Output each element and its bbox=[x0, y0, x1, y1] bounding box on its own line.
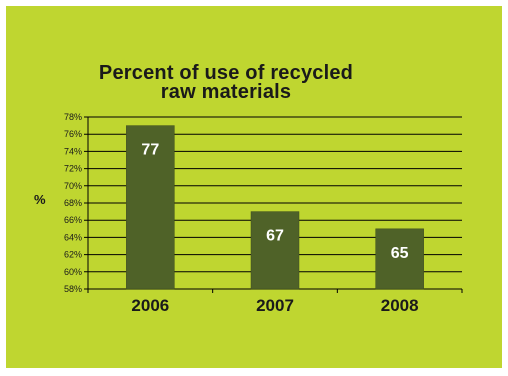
chart-background: Percent of use of recycled raw materials bbox=[6, 6, 502, 368]
y-tick-label: 78% bbox=[64, 112, 82, 122]
bar-2006 bbox=[126, 125, 175, 290]
y-tick-label: 64% bbox=[64, 232, 82, 242]
y-tick-labels: 58% 60% 62% 64% 66% 68% 70% 72% 74% 76% 78% bbox=[64, 112, 82, 294]
y-tick-label: 60% bbox=[64, 267, 82, 277]
chart-title: Percent of use of recycled raw materials bbox=[76, 62, 376, 103]
y-axis-label: % bbox=[34, 192, 46, 207]
y-tick-label: 70% bbox=[64, 181, 82, 191]
data-label: 67 bbox=[266, 228, 284, 245]
x-category-label: 2008 bbox=[381, 296, 419, 315]
data-label: 65 bbox=[391, 245, 409, 262]
y-tick-label: 76% bbox=[64, 129, 82, 139]
y-tick-label: 74% bbox=[64, 146, 82, 156]
chart-title-line-1: Percent of use of recycled bbox=[98, 62, 354, 84]
y-tick-label: 58% bbox=[64, 284, 82, 294]
x-category-label: 2006 bbox=[131, 296, 169, 315]
data-labels: 77 67 65 bbox=[141, 142, 408, 262]
y-tick-label: 66% bbox=[64, 215, 82, 225]
bars bbox=[126, 125, 424, 290]
y-tick-label: 72% bbox=[64, 164, 82, 174]
x-category-labels: 2006 2007 2008 bbox=[131, 296, 418, 315]
bar-2007 bbox=[250, 211, 300, 290]
data-label: 77 bbox=[141, 142, 159, 159]
x-category-label: 2007 bbox=[256, 296, 294, 315]
chart-title-line-2: raw materials bbox=[160, 81, 292, 103]
y-tick-label: 68% bbox=[64, 198, 82, 208]
y-tick-label: 62% bbox=[64, 250, 82, 260]
bar-2008 bbox=[375, 228, 424, 290]
